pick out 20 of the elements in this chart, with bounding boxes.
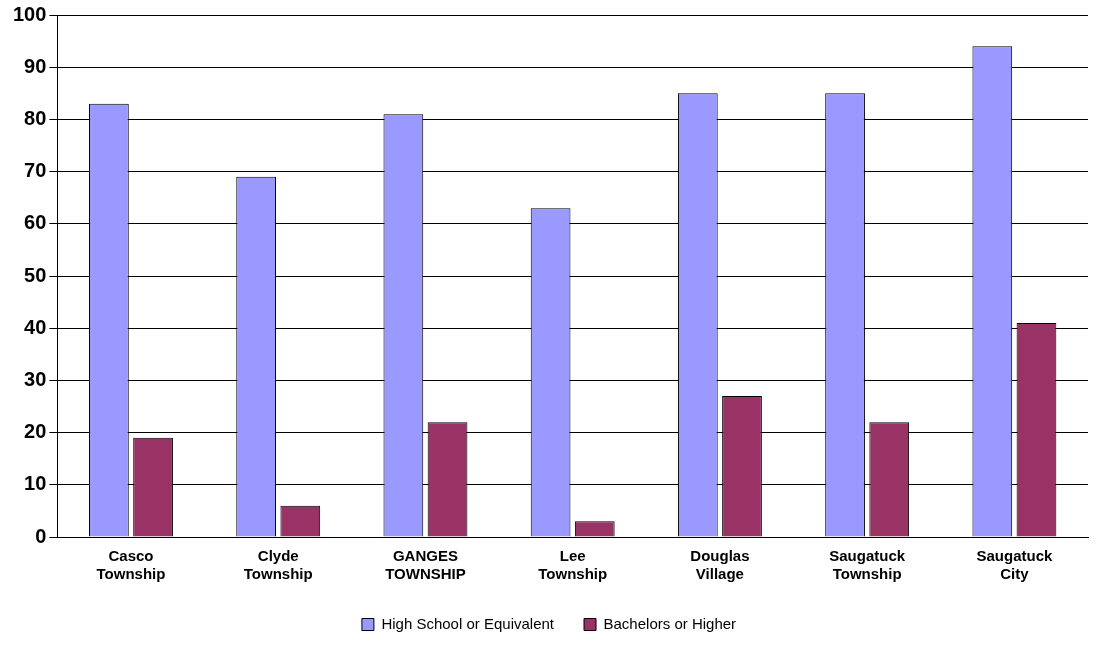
y-tick-label: 10 (24, 472, 47, 495)
y-tick-label: 80 (24, 106, 47, 129)
x-tick-label: Casco Township (96, 547, 166, 583)
y-tick-label: 100 (12, 2, 47, 25)
y-tick-label: 60 (24, 211, 47, 234)
x-tick-label: Saugatuck Township (829, 547, 906, 583)
y-tick-label: 30 (24, 367, 47, 390)
legend-label: Bachelors or Higher (603, 614, 737, 632)
y-tick-label: 40 (24, 315, 47, 338)
y-tick-label: 90 (24, 54, 47, 77)
x-tick-label: Saugatuck City (976, 547, 1053, 583)
x-tick-label: Lee Township (538, 547, 608, 583)
y-tick-label: 0 (35, 524, 47, 547)
y-tick-label: 70 (24, 159, 47, 182)
x-tick-label: GANGES TOWNSHIP (385, 547, 466, 583)
y-tick-label: 50 (24, 263, 47, 286)
x-tick-label: Clyde Township (243, 547, 313, 583)
x-tick-label: Douglas Village (690, 547, 750, 583)
legend-label: High School or Equivalent (381, 614, 555, 632)
y-tick-label: 20 (24, 420, 47, 443)
